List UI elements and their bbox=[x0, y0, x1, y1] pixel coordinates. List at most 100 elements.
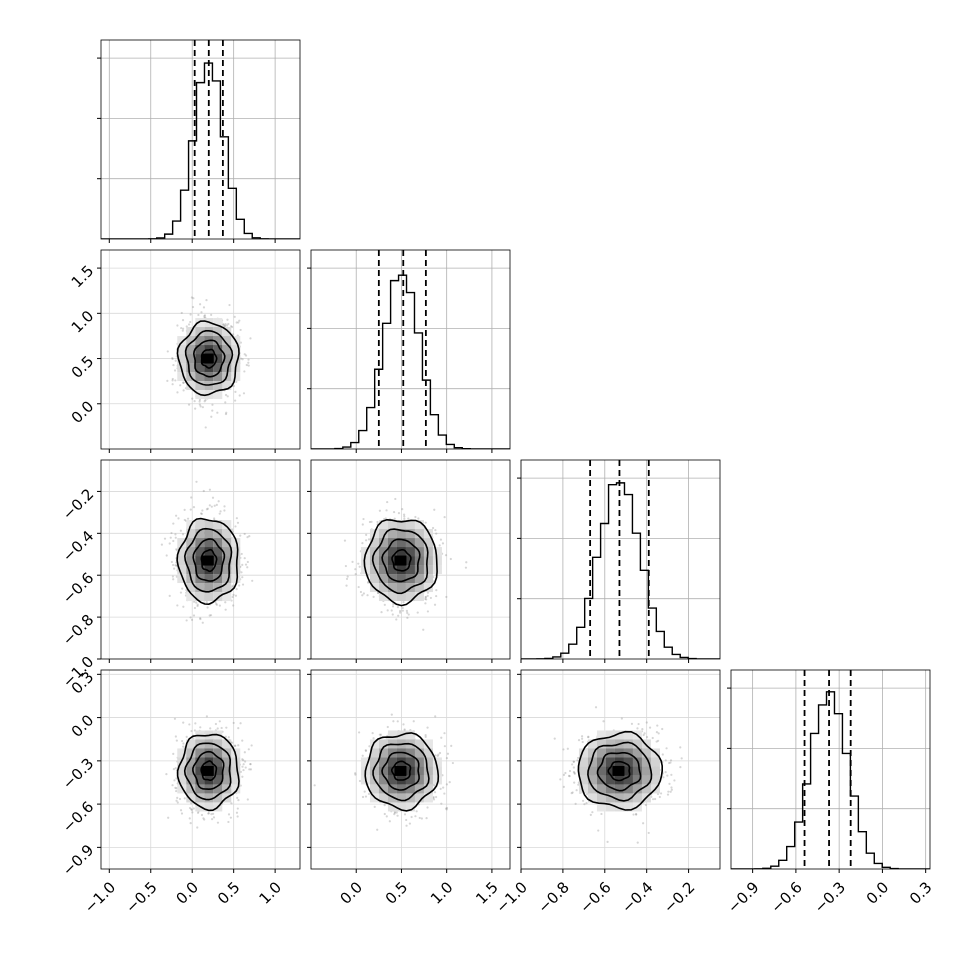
y-tick-label-2-4: −0.2 bbox=[59, 485, 97, 523]
density-cell bbox=[396, 802, 406, 812]
sample-point bbox=[426, 610, 429, 613]
density-cell bbox=[213, 739, 223, 749]
sample-point bbox=[214, 722, 217, 726]
sample-point bbox=[173, 717, 177, 720]
density-cell bbox=[195, 565, 205, 575]
sample-point bbox=[234, 399, 237, 402]
density-peak bbox=[201, 765, 214, 776]
sample-point bbox=[199, 617, 202, 621]
sample-point bbox=[223, 509, 226, 512]
sample-point bbox=[220, 726, 223, 730]
density-cell bbox=[405, 520, 415, 530]
sample-point bbox=[225, 726, 228, 729]
sample-point bbox=[417, 517, 420, 520]
density-cell bbox=[177, 372, 187, 382]
sample-point bbox=[196, 826, 199, 829]
density-cell bbox=[231, 556, 241, 566]
sample-point bbox=[181, 318, 185, 322]
sample-point bbox=[408, 822, 412, 825]
density-cell bbox=[186, 354, 196, 364]
sample-point bbox=[187, 323, 191, 326]
sample-point bbox=[189, 616, 192, 619]
panel-frame bbox=[310, 249, 511, 450]
density-cell bbox=[213, 520, 223, 530]
sample-point bbox=[171, 784, 174, 787]
sample-point bbox=[175, 739, 178, 742]
sample-point bbox=[235, 811, 239, 814]
sample-point bbox=[361, 542, 364, 545]
contour-2 bbox=[371, 528, 429, 595]
density-cell bbox=[213, 748, 223, 758]
sample-point bbox=[386, 500, 389, 504]
sample-point bbox=[382, 517, 386, 521]
sample-point bbox=[370, 520, 373, 523]
sample-point bbox=[229, 816, 232, 819]
sample-point bbox=[188, 723, 191, 726]
density-cell bbox=[177, 775, 187, 785]
sample-point bbox=[167, 816, 170, 819]
sample-point bbox=[405, 818, 408, 822]
density-cell bbox=[369, 784, 379, 794]
sample-point bbox=[190, 296, 193, 299]
sample-point bbox=[194, 722, 197, 725]
density-peak bbox=[394, 765, 407, 776]
density-cell bbox=[360, 757, 370, 767]
y-tick-label-3-0: −0.9 bbox=[59, 841, 97, 879]
sample-point bbox=[424, 602, 427, 605]
density-cell bbox=[423, 739, 433, 749]
sample-point bbox=[436, 754, 439, 757]
sample-point bbox=[390, 609, 393, 612]
density-cell bbox=[387, 547, 397, 557]
contour-2 bbox=[372, 742, 430, 802]
density-cell bbox=[222, 354, 232, 364]
density-cell bbox=[195, 381, 205, 391]
density-peak bbox=[394, 555, 407, 566]
sample-point bbox=[200, 813, 204, 817]
sample-point bbox=[354, 772, 357, 775]
sample-point bbox=[435, 594, 438, 598]
y-tick-label-3-3: 0.0 bbox=[68, 711, 98, 741]
y-tick-label-1-1: 0.5 bbox=[68, 352, 98, 382]
density-cell bbox=[204, 748, 214, 758]
sample-point bbox=[237, 798, 240, 802]
panel-frame bbox=[100, 669, 301, 870]
sample-point bbox=[364, 539, 368, 542]
density-cell bbox=[213, 565, 223, 575]
density-cell bbox=[222, 381, 232, 391]
density-cell bbox=[396, 784, 406, 794]
density-cell bbox=[177, 574, 187, 584]
sample-point bbox=[386, 725, 389, 729]
sample-point bbox=[383, 812, 386, 816]
sample-point bbox=[207, 811, 210, 815]
density-cell bbox=[405, 775, 415, 785]
sample-point bbox=[182, 327, 185, 330]
density-panel-1-3: 0.0 0.5 1.0 1.5 bbox=[307, 669, 511, 908]
density-cell bbox=[177, 766, 187, 776]
density-cell bbox=[414, 748, 424, 758]
sample-point bbox=[224, 324, 227, 328]
sample-point bbox=[209, 614, 213, 617]
sample-point bbox=[227, 736, 230, 739]
y-tick-label-3-1: −0.6 bbox=[59, 798, 97, 836]
sample-point bbox=[203, 400, 206, 403]
sample-point bbox=[176, 801, 179, 804]
sample-point bbox=[171, 575, 175, 578]
density-cell bbox=[396, 520, 406, 530]
sample-point bbox=[226, 395, 229, 398]
contour-3 bbox=[176, 320, 240, 397]
sample-point bbox=[242, 768, 245, 772]
sample-point bbox=[205, 715, 208, 718]
sample-point bbox=[247, 748, 250, 751]
density-cell bbox=[414, 592, 424, 602]
histogram-panel-2 bbox=[517, 459, 721, 663]
density-cell bbox=[231, 784, 241, 794]
density-cell bbox=[378, 592, 388, 602]
sample-point bbox=[180, 311, 183, 315]
density-cell bbox=[414, 583, 424, 593]
sample-point bbox=[366, 581, 370, 584]
sample-point bbox=[189, 313, 192, 316]
density-cell bbox=[231, 565, 241, 575]
sample-point bbox=[216, 727, 219, 730]
sample-point bbox=[236, 521, 240, 524]
sample-point bbox=[206, 507, 209, 510]
